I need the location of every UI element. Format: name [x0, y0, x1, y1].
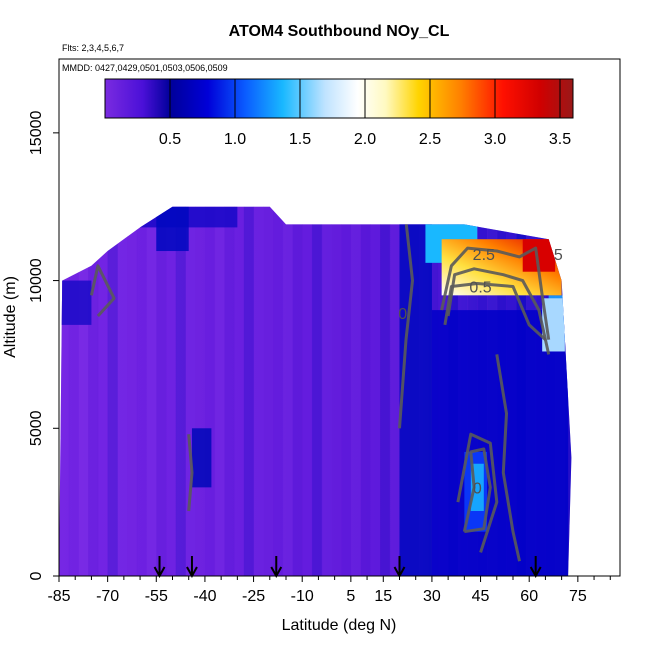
- colorbar-tick-label: 1.0: [224, 131, 246, 148]
- field-column: [224, 206, 235, 576]
- dates-label: MMDD: 0427,0429,0501,0503,0506,0509: [62, 63, 228, 73]
- x-tick-label: 45: [472, 588, 490, 605]
- flights-label: Flts: 2,3,4,5,6,7: [62, 43, 124, 53]
- field-column: [59, 206, 70, 576]
- field-column: [88, 206, 99, 576]
- arrow-head: [153, 566, 166, 579]
- x-tick-label: -10: [291, 588, 314, 605]
- field-column: [350, 206, 362, 576]
- field-column: [214, 206, 225, 576]
- field-patch: [156, 206, 189, 252]
- contour-lines: [89, 221, 551, 562]
- arrow-head: [529, 566, 542, 579]
- colorbar-tick-label: 3.0: [484, 131, 506, 148]
- x-tick-label: -25: [242, 588, 265, 605]
- field-column: [127, 206, 138, 576]
- field-column: [263, 206, 274, 576]
- x-tick-label: -40: [193, 588, 216, 605]
- field-column: [234, 206, 245, 576]
- colorbar-tick-label: 2.5: [419, 131, 441, 148]
- colorbar-tick-label: 2.0: [354, 131, 376, 148]
- field-column: [68, 206, 79, 576]
- contour-line: [446, 267, 551, 355]
- field-column: [204, 206, 216, 576]
- x-axis-label: Latitude (deg N): [282, 617, 397, 634]
- x-tick-label: -85: [47, 588, 70, 605]
- y-axis-label: Altitude (m): [2, 276, 19, 358]
- y-tick-label: 10000: [28, 258, 45, 303]
- colorbar-tick-label: 3.5: [549, 131, 571, 148]
- field-column: [117, 206, 128, 576]
- field-column: [360, 206, 371, 576]
- y-tick-label: 5000: [28, 410, 45, 446]
- arrow-head: [270, 566, 283, 579]
- field-column: [243, 206, 255, 576]
- field-column: [156, 206, 167, 576]
- field-column: [370, 206, 381, 576]
- field-patch: [59, 280, 92, 325]
- field-column: [185, 206, 196, 576]
- field-column: [107, 206, 118, 576]
- contour-line: [89, 264, 116, 318]
- x-tick-label: 5: [346, 588, 355, 605]
- chart-title: ATOM4 Southbound NOy_CL: [229, 23, 450, 40]
- y-axis: 0 5000 10000 15000: [28, 111, 59, 580]
- field-column: [273, 206, 284, 576]
- heatmap-field: [59, 206, 572, 576]
- colorbar-ticks: 0.5 1.0 1.5 2.0 2.5 3.0 3.5: [159, 79, 571, 148]
- field-column: [253, 206, 264, 576]
- y-tick-label: 15000: [28, 111, 45, 156]
- field-column: [136, 206, 148, 576]
- x-tick-label: 30: [423, 588, 441, 605]
- colorbar-tick-label: 0.5: [159, 131, 181, 148]
- field-patch: [191, 428, 212, 488]
- field-column: [311, 206, 323, 576]
- contour-line: [456, 432, 499, 553]
- contour-label: 5: [554, 247, 563, 264]
- contour-line: [443, 282, 547, 341]
- field-column: [175, 206, 186, 576]
- field-column: [292, 206, 303, 576]
- field-column: [97, 206, 109, 576]
- field-column: [302, 206, 313, 576]
- x-tick-label: -55: [145, 588, 168, 605]
- contour-line: [398, 221, 414, 429]
- x-tick-label: -70: [96, 588, 119, 605]
- contour-labels: 2.5 0.5 5 0 0: [398, 247, 563, 497]
- contour-line: [462, 447, 492, 534]
- field-patch: [431, 310, 569, 576]
- field-column: [341, 206, 352, 576]
- contour-label: 2.5: [473, 247, 495, 264]
- field-patch: [399, 221, 432, 576]
- contour-line: [440, 246, 551, 340]
- field-column: [282, 206, 293, 576]
- colorbar-tick-label: 1.5: [289, 131, 311, 148]
- flight-arrows: [153, 556, 542, 579]
- field-column: [321, 206, 332, 576]
- contour-label: 0.5: [469, 279, 491, 296]
- x-axis: -85 -70 -55 -40 -25 -10 5 15 30 45 60 75: [47, 576, 611, 605]
- field-column: [331, 206, 342, 576]
- colorbar-gradient: [104, 78, 574, 119]
- field-column: [166, 206, 177, 576]
- arrow-head: [186, 566, 198, 579]
- field-column: [195, 206, 206, 576]
- contour-label: 0: [398, 306, 407, 323]
- field-column: [146, 206, 157, 576]
- field-column: [389, 206, 400, 576]
- contour-label: 0: [473, 480, 482, 497]
- x-tick-label: 75: [569, 588, 587, 605]
- contour-line: [495, 354, 521, 562]
- plot-frame: [58, 58, 621, 577]
- y-tick-label: 0: [28, 571, 45, 580]
- x-tick-label: 60: [520, 588, 538, 605]
- arrow-head: [393, 566, 406, 579]
- contour-line: [187, 434, 194, 512]
- field-column: [380, 206, 391, 576]
- field-column: [78, 206, 89, 576]
- x-tick-label: 15: [374, 588, 392, 605]
- colorbar: 0.5 1.0 1.5 2.0 2.5 3.0 3.5: [104, 78, 574, 148]
